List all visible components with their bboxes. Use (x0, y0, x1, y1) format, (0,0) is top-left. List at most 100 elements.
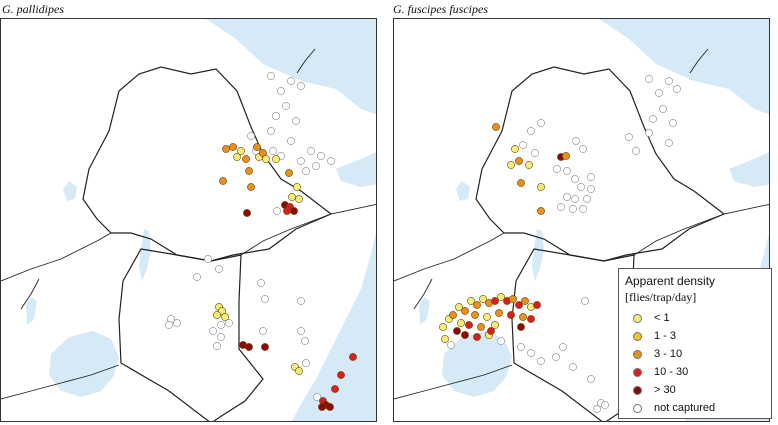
survey-points-pallidipes (165, 72, 357, 411)
panel-title-fuscipes: G. fuscipes fuscipes (393, 2, 488, 16)
survey-point (473, 301, 481, 309)
survey-point (465, 321, 473, 329)
survey-point (449, 311, 457, 319)
country-border (413, 278, 433, 310)
survey-point (257, 279, 265, 287)
survey-point (537, 183, 545, 191)
legend-label: < 1 (654, 312, 670, 324)
survey-point (283, 207, 291, 215)
survey-point (219, 177, 227, 185)
legend-item: > 30 (625, 381, 765, 399)
survey-point (277, 87, 285, 95)
survey-point (593, 405, 601, 413)
survey-point (519, 141, 527, 149)
survey-point (204, 255, 212, 263)
survey-point (229, 143, 237, 151)
survey-point (507, 161, 515, 169)
legend-label: not captured (654, 402, 716, 414)
survey-point (659, 105, 667, 113)
survey-point (173, 319, 181, 327)
survey-point (302, 167, 310, 175)
country-border (296, 48, 316, 74)
map-panel-pallidipes[interactable] (0, 18, 377, 422)
indian-ocean-water (292, 232, 376, 421)
survey-point (272, 155, 280, 163)
survey-point (665, 77, 673, 85)
survey-point (245, 343, 253, 351)
survey-point (457, 319, 465, 327)
survey-point (655, 89, 663, 97)
survey-point (253, 143, 261, 151)
legend-label: > 30 (654, 384, 676, 396)
map-canvas-pallidipes (1, 19, 376, 421)
survey-point (665, 139, 673, 147)
survey-point (217, 333, 225, 341)
lake-tana (63, 181, 77, 201)
survey-point (579, 145, 587, 153)
red-sea-water (512, 19, 769, 115)
survey-point (563, 193, 571, 201)
survey-point (515, 301, 523, 309)
legend-swatch-icon (633, 331, 642, 341)
survey-point (301, 337, 309, 345)
survey-point (302, 359, 310, 367)
survey-point (601, 401, 609, 409)
survey-point (587, 185, 595, 193)
survey-point (527, 127, 535, 135)
survey-point (517, 179, 525, 187)
survey-point (487, 327, 495, 335)
survey-point (213, 342, 221, 350)
survey-point (313, 393, 321, 401)
survey-point (467, 297, 475, 305)
lake-turkana (532, 229, 544, 281)
survey-point (259, 327, 267, 335)
legend-swatch-icon (633, 367, 642, 377)
survey-point (517, 343, 525, 351)
legend-title: Apparent density (625, 274, 716, 288)
survey-point (577, 183, 585, 191)
survey-points-fuscipes (439, 75, 681, 413)
country-border (394, 364, 513, 400)
density-legend: Apparent density [flies/trap/day] < 1 1 … (618, 268, 772, 419)
survey-point (453, 327, 461, 335)
legend-swatch-icon (633, 349, 642, 359)
survey-point (439, 323, 447, 331)
kenya-border (118, 248, 264, 421)
survey-point (269, 147, 277, 155)
legend-item: 1 - 3 (625, 327, 765, 345)
country-border (689, 48, 709, 74)
lake-albert (26, 297, 37, 325)
survey-point (562, 152, 570, 160)
survey-point (243, 209, 251, 217)
survey-point (479, 295, 487, 303)
ethiopia-border (475, 66, 726, 262)
legend-swatch-icon (633, 385, 642, 395)
survey-point (571, 195, 579, 203)
legend-label: 10 - 30 (654, 366, 689, 378)
survey-point (471, 311, 479, 319)
survey-point (531, 149, 539, 157)
survey-point (213, 311, 221, 319)
panel-title-pallidipes: G. pallidipes (2, 2, 64, 16)
survey-point (511, 145, 519, 153)
red-sea-water (119, 19, 376, 115)
survey-point (563, 167, 571, 175)
survey-point (645, 75, 653, 83)
survey-point (297, 327, 305, 335)
survey-point (247, 132, 255, 140)
survey-point (473, 333, 481, 341)
lake-albert (419, 297, 430, 325)
lake-tana (456, 181, 470, 201)
survey-point (215, 265, 223, 273)
survey-point (587, 375, 595, 383)
survey-point (537, 357, 545, 365)
survey-point (557, 203, 565, 211)
survey-point (447, 341, 455, 349)
survey-point (307, 147, 315, 155)
survey-point (318, 403, 326, 411)
survey-point (242, 155, 250, 163)
survey-point (193, 273, 201, 281)
country-border (1, 364, 120, 400)
survey-point (669, 119, 677, 127)
survey-point (455, 303, 463, 311)
